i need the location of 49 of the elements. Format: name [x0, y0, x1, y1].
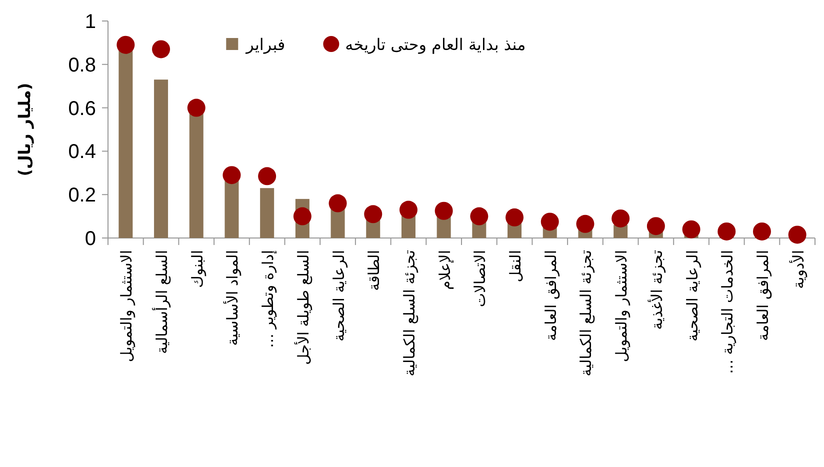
point	[258, 167, 276, 186]
x-tick-label: المرافق العامة	[754, 250, 772, 341]
point	[506, 208, 524, 226]
point	[540, 212, 559, 231]
point	[328, 194, 347, 212]
x-tick-label: إدارة وتطوير ...	[259, 250, 278, 348]
x-tick-label: الطاقة	[365, 250, 384, 291]
point	[364, 205, 382, 224]
legend-label: منذ بداية العام وحتى تاريخه	[345, 35, 526, 54]
x-tick-label: النقل	[506, 250, 525, 282]
y-tick-label: 0.2	[68, 184, 96, 207]
x-tick-label: الاستثمار والتمويل	[612, 250, 631, 362]
point	[752, 222, 771, 240]
x-tick-label: الأدوية	[788, 250, 808, 289]
x-tick-label: الاتصالات	[471, 250, 490, 308]
x-tick-label: الخدمات التجارية ...	[718, 250, 737, 374]
point	[116, 36, 135, 54]
y-axis-title: (مليار ريال)	[15, 82, 34, 176]
x-tick-label: تجزئة الأغذية	[646, 250, 666, 330]
x-tick-label: المرافق العامة	[542, 250, 560, 341]
point	[612, 209, 630, 228]
point	[187, 98, 206, 117]
x-tick-label: الإعلام	[436, 250, 454, 290]
point	[293, 207, 312, 226]
x-tick-label: السلع الرأسمالية	[152, 250, 172, 354]
x-tick-label: المواد الأساسية	[222, 250, 242, 346]
point	[682, 220, 700, 238]
point	[434, 202, 453, 220]
x-tick-label: تجزئة السلع الكمالية	[577, 250, 596, 376]
x-tick-label: السلع طويلة الأجل	[293, 250, 312, 365]
point	[718, 222, 736, 240]
x-tick-label: الاستثمار والتمويل	[118, 250, 136, 362]
x-tick-label: الرعاية الصحية	[683, 250, 702, 342]
point	[576, 214, 594, 233]
legend-label: فبراير	[245, 35, 286, 54]
point	[788, 226, 806, 244]
y-tick-label: 0	[84, 228, 96, 250]
x-tick-label: البنوك	[188, 250, 206, 288]
point	[470, 207, 488, 226]
y-tick-label: 0.6	[68, 98, 96, 120]
point	[399, 200, 418, 219]
x-tick-label: تجزئة السلع الكمالية	[400, 250, 418, 376]
y-tick-label: 0.4	[68, 141, 96, 164]
y-tick-label: 0.8	[68, 54, 96, 76]
x-tick-label: الرعاية الصحية	[330, 250, 348, 342]
point	[646, 217, 665, 236]
point	[152, 40, 170, 58]
y-tick-label: 1	[84, 11, 96, 33]
point	[222, 166, 241, 184]
